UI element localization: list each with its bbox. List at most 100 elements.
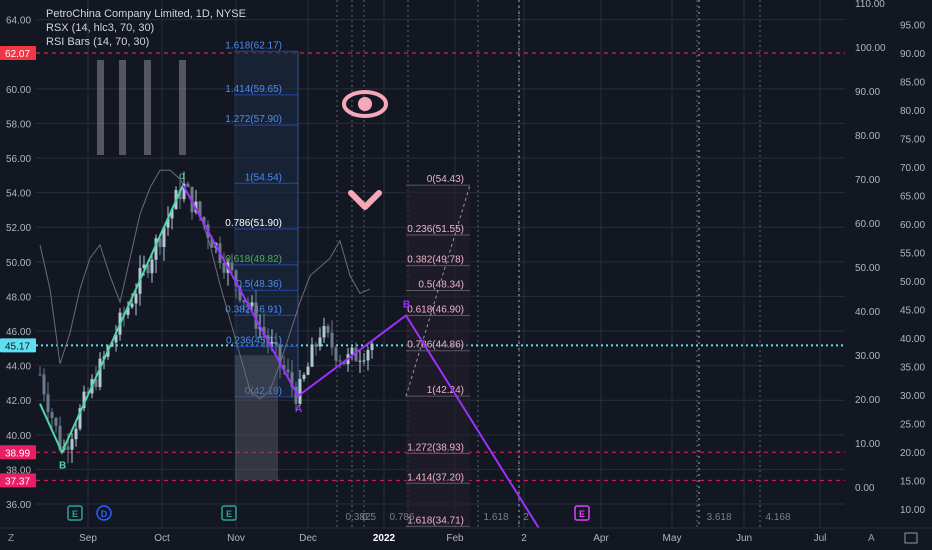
fib-right-label: 0.618(46.90)	[407, 304, 464, 315]
mid-axis-tick: 70.00	[855, 175, 880, 186]
candle-body	[290, 372, 294, 387]
candle-body	[262, 326, 266, 336]
mid-axis-tick: 10.00	[855, 439, 880, 450]
corrective-wave-line	[182, 184, 541, 531]
candle-body	[46, 394, 50, 413]
mid-axis-tick: 60.00	[855, 219, 880, 230]
fib-right-label: 0.786(44.86)	[407, 340, 464, 351]
right-axis-tick: 45.00	[900, 306, 925, 317]
fib-right-trend	[405, 185, 471, 397]
candle-body	[198, 201, 202, 218]
rsi-bar-overbought	[97, 60, 104, 155]
fib-right-label: 0.382(49.78)	[407, 255, 464, 266]
mid-axis-tick: 80.00	[855, 131, 880, 142]
badge-box	[221, 505, 237, 521]
left-axis-tick: 38.00	[6, 465, 31, 476]
eye-icon	[342, 90, 388, 118]
x-axis-tick: May	[663, 533, 682, 544]
right-axis-tick: 55.00	[900, 249, 925, 260]
candle-body	[350, 347, 354, 355]
mid-axis-tick: 110.00	[855, 0, 885, 10]
price-tag-label: 38.99	[5, 448, 30, 459]
fib-right-label: 1.414(37.20)	[407, 472, 464, 483]
left-axis-tick: 60.00	[6, 85, 31, 96]
candle-body	[250, 302, 254, 307]
fib-box-right	[406, 185, 470, 527]
time-fib-label: 2	[523, 512, 529, 523]
eye-outline	[342, 90, 388, 118]
x-axis-tick: 2022	[373, 533, 396, 544]
candle-body	[314, 344, 318, 347]
candle-body	[166, 218, 170, 228]
badge-letter: E	[72, 509, 78, 519]
right-axis-tick: 60.00	[900, 220, 925, 231]
rsi-bar-overbought	[179, 60, 186, 155]
candle-body	[322, 325, 326, 338]
left-axis-tick: 64.00	[6, 16, 31, 27]
fib-left-label: 1.272(57.90)	[225, 114, 282, 125]
candle-body	[210, 238, 214, 248]
candle-body	[278, 344, 282, 366]
candle-body	[50, 412, 54, 418]
time-fib-label: 4.168	[765, 512, 790, 523]
mid-axis-tick: 100.00	[855, 43, 886, 54]
candle-body	[354, 347, 358, 362]
wave-label: A	[295, 404, 302, 415]
left-axis-tick: 36.00	[6, 500, 31, 511]
x-axis-tick: Sep	[79, 533, 97, 544]
candle-body	[42, 374, 46, 395]
left-axis-tick: 58.00	[6, 119, 31, 130]
candle-body	[74, 428, 78, 440]
candle-body	[38, 374, 42, 376]
right-axis-tick: 30.00	[900, 391, 925, 402]
badge-letter: D	[101, 509, 108, 519]
candle-body	[126, 307, 130, 315]
candle-body	[70, 439, 74, 450]
right-axis-tick: 15.00	[900, 477, 925, 488]
fib-left-label: 0(42.19)	[245, 386, 282, 397]
time-fib-label: 0.382	[345, 512, 370, 523]
candle-body	[282, 365, 286, 370]
x-axis-tick: Nov	[227, 533, 245, 544]
candle-body	[182, 183, 186, 200]
candle-body	[358, 360, 362, 362]
eye-pupil	[358, 97, 372, 111]
left-axis-tick: 48.00	[6, 292, 31, 303]
candle-body	[306, 366, 310, 375]
left-axis-tick: 44.00	[6, 362, 31, 373]
wave-label: B	[59, 460, 66, 471]
candle-body	[150, 259, 154, 274]
candle-body	[158, 238, 162, 248]
right-axis-tick: 35.00	[900, 363, 925, 374]
badge-letter: E	[226, 509, 232, 519]
candle-body	[334, 347, 338, 361]
candle-body	[54, 417, 58, 426]
chevron-down-icon	[348, 190, 382, 210]
right-axis-tick: 85.00	[900, 78, 925, 89]
fib-right-label: 1.272(38.93)	[407, 442, 464, 453]
right-axis-tick: 65.00	[900, 192, 925, 203]
legend: PetroChina Company Limited, 1D, NYSE RSX…	[46, 7, 246, 49]
right-axis-tick: 75.00	[900, 135, 925, 146]
badge-letter: E	[579, 509, 585, 519]
auto-scale-icon: A	[868, 533, 875, 544]
candle-body	[370, 343, 374, 350]
fib-left-label: 0.786(51.90)	[225, 218, 282, 229]
time-axis-bg	[0, 528, 932, 550]
price-tag	[0, 473, 36, 488]
candle-body	[142, 264, 146, 269]
candle-body	[162, 227, 166, 248]
candle-body	[94, 379, 98, 388]
time-fib-label: 1.618	[483, 512, 508, 523]
candle-body	[294, 386, 298, 404]
candle-body	[178, 190, 182, 200]
left-axis-tick: 54.00	[6, 189, 31, 200]
right-axis-tick: 20.00	[900, 448, 925, 459]
candle-body	[202, 217, 206, 225]
price-tag-label: 37.37	[5, 476, 30, 487]
x-axis-tick: 2	[521, 533, 527, 544]
event-badge: E	[67, 505, 83, 521]
fib-right-label: 0.236(51.55)	[407, 224, 464, 235]
mid-axis-tick: 30.00	[855, 351, 880, 362]
